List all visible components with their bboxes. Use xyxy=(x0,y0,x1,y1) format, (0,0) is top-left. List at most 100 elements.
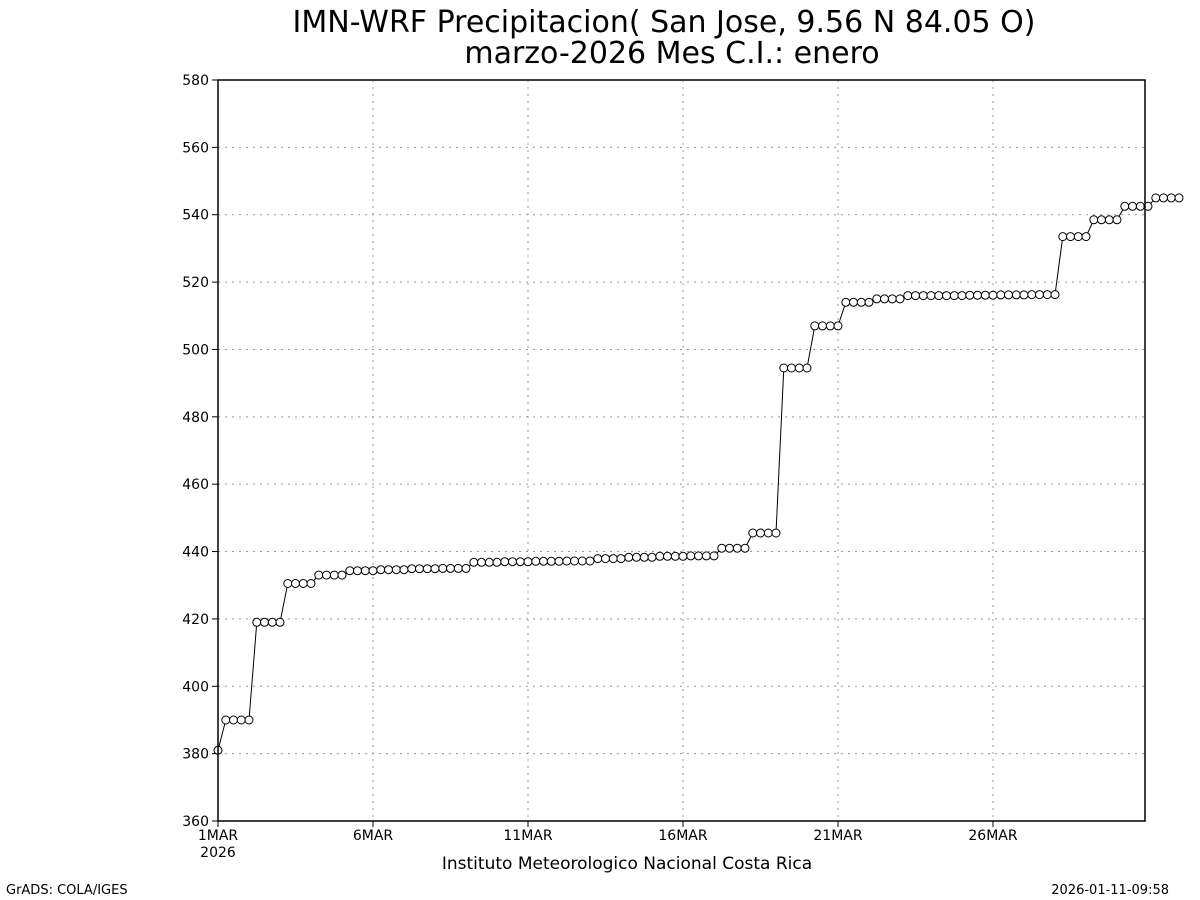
data-point xyxy=(477,557,486,567)
data-point xyxy=(632,552,641,562)
data-point xyxy=(415,564,424,574)
data-point xyxy=(748,528,758,538)
data-point xyxy=(949,291,959,301)
data-point xyxy=(570,556,579,566)
data-point xyxy=(856,297,866,307)
data-point xyxy=(368,566,378,576)
data-point xyxy=(1066,232,1075,242)
data-point xyxy=(407,564,417,574)
y-tick-label: 440 xyxy=(182,545,209,561)
data-point xyxy=(624,552,634,562)
data-point xyxy=(337,570,347,580)
y-tick-label: 500 xyxy=(182,342,209,358)
data-point xyxy=(756,528,765,538)
data-point xyxy=(353,566,362,576)
data-point xyxy=(686,551,696,561)
data-point xyxy=(1042,290,1052,300)
data-point xyxy=(1035,290,1044,300)
data-point xyxy=(1143,201,1153,211)
data-point xyxy=(1073,232,1083,242)
data-point xyxy=(283,579,293,588)
y-tick-label: 540 xyxy=(182,208,209,224)
y-tick-label: 420 xyxy=(182,612,209,628)
data-point xyxy=(446,563,455,573)
y-tick-label: 520 xyxy=(182,275,209,291)
data-point xyxy=(1166,193,1176,203)
data-point xyxy=(546,556,556,566)
data-point xyxy=(965,290,975,300)
data-point xyxy=(399,565,409,575)
data-point xyxy=(880,294,889,304)
data-point xyxy=(810,321,820,331)
x-tick-label: 26MAR xyxy=(968,828,1017,844)
x-tick-label: 11MAR xyxy=(503,828,552,844)
data-point xyxy=(988,290,998,300)
series-line xyxy=(217,197,1179,751)
data-point xyxy=(438,563,448,573)
data-point xyxy=(872,294,882,304)
data-point xyxy=(1089,215,1099,225)
data-point xyxy=(647,552,657,562)
y-tick-label: 380 xyxy=(182,747,209,763)
data-point xyxy=(639,552,649,562)
data-point xyxy=(469,557,479,567)
data-point xyxy=(918,291,928,301)
data-point xyxy=(1027,290,1037,300)
plot-frame xyxy=(217,79,1146,822)
data-point xyxy=(973,290,982,300)
x-tick-sublabel: 2026 xyxy=(200,845,236,861)
data-point xyxy=(725,543,734,553)
data-point xyxy=(515,557,525,567)
source-label: Instituto Meteorologico Nacional Costa R… xyxy=(442,854,812,874)
data-point xyxy=(260,617,269,627)
data-point xyxy=(732,543,742,553)
data-point xyxy=(1151,193,1161,203)
data-points xyxy=(213,193,1184,755)
data-point xyxy=(1174,193,1184,203)
data-point xyxy=(1104,215,1114,225)
data-point xyxy=(554,556,564,566)
x-tick-label: 6MAR xyxy=(353,828,394,844)
data-point xyxy=(500,557,510,567)
y-tick-label: 580 xyxy=(182,73,209,89)
data-point xyxy=(562,556,572,566)
y-tick-label: 480 xyxy=(182,410,209,426)
data-point xyxy=(1058,232,1068,242)
data-point xyxy=(911,291,920,301)
data-point xyxy=(996,290,1006,300)
data-point xyxy=(267,617,277,627)
data-point xyxy=(895,294,905,304)
data-point xyxy=(384,565,393,575)
data-point xyxy=(306,579,316,588)
data-point xyxy=(663,551,672,561)
data-point xyxy=(252,617,262,627)
data-point xyxy=(523,557,533,567)
data-point xyxy=(740,543,750,553)
data-point xyxy=(229,715,238,725)
data-point xyxy=(903,291,913,301)
x-tick-label: 16MAR xyxy=(658,828,707,844)
chart-title: IMN-WRF Precipitacion( San Jose, 9.56 N … xyxy=(293,5,1036,40)
data-point xyxy=(849,297,858,307)
data-point xyxy=(1004,290,1013,300)
data-point xyxy=(314,570,324,580)
data-point xyxy=(616,554,626,564)
x-tick-label: 21MAR xyxy=(813,828,862,844)
data-point xyxy=(461,563,471,573)
data-point xyxy=(864,297,874,307)
data-point xyxy=(802,363,812,373)
data-point xyxy=(453,563,463,573)
data-point xyxy=(244,715,254,725)
data-point xyxy=(360,566,370,576)
data-point xyxy=(376,565,386,575)
data-point xyxy=(298,579,308,588)
data-point xyxy=(1097,215,1106,225)
data-point xyxy=(236,715,246,725)
data-point xyxy=(1081,232,1091,242)
data-point xyxy=(942,291,951,301)
data-point xyxy=(818,321,827,331)
x-tick-label: 1MAR xyxy=(198,828,239,844)
data-point xyxy=(926,291,936,301)
